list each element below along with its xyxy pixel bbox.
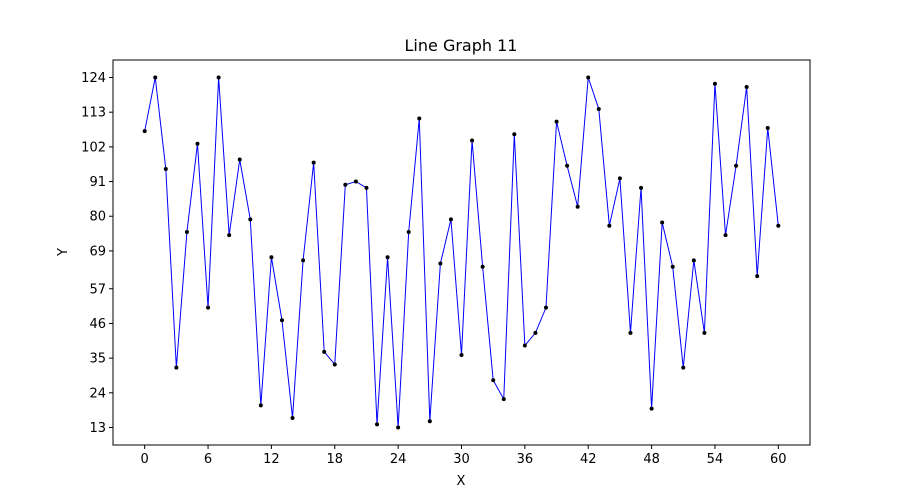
y-tick-label: 24	[89, 386, 106, 401]
data-point	[174, 365, 179, 370]
data-point	[279, 318, 284, 323]
data-point	[364, 185, 369, 190]
x-tick-label: 36	[517, 452, 534, 467]
y-tick-label: 57	[89, 282, 106, 297]
data-point	[216, 75, 221, 80]
data-point	[554, 119, 559, 124]
data-point	[501, 397, 506, 402]
x-tick-label: 6	[204, 452, 212, 467]
data-point	[639, 185, 644, 190]
x-tick-label: 24	[390, 452, 407, 467]
data-point	[311, 160, 316, 165]
x-axis-label: X	[457, 474, 466, 489]
data-point	[343, 182, 348, 187]
y-tick-label: 124	[81, 71, 106, 86]
y-tick-label: 102	[81, 140, 106, 155]
y-tick-label: 13	[89, 421, 106, 436]
data-point	[470, 138, 475, 143]
data-point	[491, 378, 496, 383]
data-point	[702, 330, 707, 335]
data-point	[649, 406, 654, 411]
data-point	[163, 166, 168, 171]
data-point	[533, 330, 538, 335]
y-axis-ticks: 13 24 35 46 57 69 80 91 102 113 124	[81, 71, 113, 436]
x-tick-label: 42	[580, 452, 597, 467]
data-point	[755, 274, 760, 279]
data-point	[660, 220, 665, 225]
data-point	[575, 204, 580, 209]
data-point	[607, 223, 612, 228]
x-tick-label: 48	[643, 452, 660, 467]
data-point	[459, 352, 464, 357]
data-point	[322, 349, 327, 354]
data-point	[691, 258, 696, 263]
data-point	[427, 419, 432, 424]
data-point	[512, 132, 517, 137]
series-line	[144, 77, 779, 428]
y-tick-label: 35	[89, 352, 106, 367]
x-tick-label: 0	[141, 452, 149, 467]
data-point	[258, 403, 263, 408]
y-tick-label: 91	[89, 175, 106, 190]
chart-title: Line Graph 11	[405, 36, 518, 55]
data-point	[184, 230, 189, 234]
data-point	[332, 362, 337, 367]
data-point	[480, 264, 485, 269]
y-tick-label: 113	[81, 106, 106, 121]
data-point	[776, 223, 781, 228]
data-point	[617, 176, 622, 181]
y-tick-label: 80	[89, 210, 106, 225]
data-point	[681, 365, 686, 370]
data-point	[142, 129, 147, 134]
data-point	[153, 75, 158, 80]
data-point	[670, 264, 675, 269]
x-tick-label: 30	[453, 452, 470, 467]
data-point	[406, 230, 411, 234]
data-point	[628, 330, 633, 335]
x-axis-ticks: 0 6 12 18 24 30 36 42 48 54 60	[141, 445, 787, 467]
data-point	[448, 217, 453, 222]
data-point	[565, 163, 570, 168]
data-point	[543, 305, 548, 310]
data-point	[712, 81, 717, 86]
x-tick-label: 12	[263, 452, 280, 467]
data-point	[206, 305, 211, 310]
data-point	[195, 141, 200, 146]
data-point	[290, 416, 295, 421]
y-axis-label: Y	[56, 248, 71, 257]
data-point	[353, 179, 358, 184]
data-point	[269, 255, 274, 260]
data-point	[522, 343, 527, 348]
data-point	[396, 425, 401, 430]
data-point	[723, 233, 728, 238]
data-point	[734, 163, 739, 168]
y-tick-label: 69	[89, 244, 106, 259]
data-point	[375, 422, 380, 427]
data-point	[301, 258, 306, 263]
data-point	[248, 217, 253, 222]
data-point	[385, 255, 390, 260]
data-point	[586, 75, 591, 80]
data-point	[227, 233, 232, 238]
data-point	[237, 157, 242, 162]
x-tick-label: 18	[326, 452, 343, 467]
data-point	[438, 261, 443, 266]
x-tick-label: 54	[707, 452, 724, 467]
x-tick-label: 60	[770, 452, 787, 467]
plot-area	[112, 59, 811, 446]
data-point	[596, 107, 601, 112]
data-point	[744, 84, 749, 89]
data-point	[765, 125, 770, 130]
data-point	[417, 116, 422, 121]
y-tick-label: 46	[89, 317, 106, 332]
data-points	[142, 75, 781, 430]
